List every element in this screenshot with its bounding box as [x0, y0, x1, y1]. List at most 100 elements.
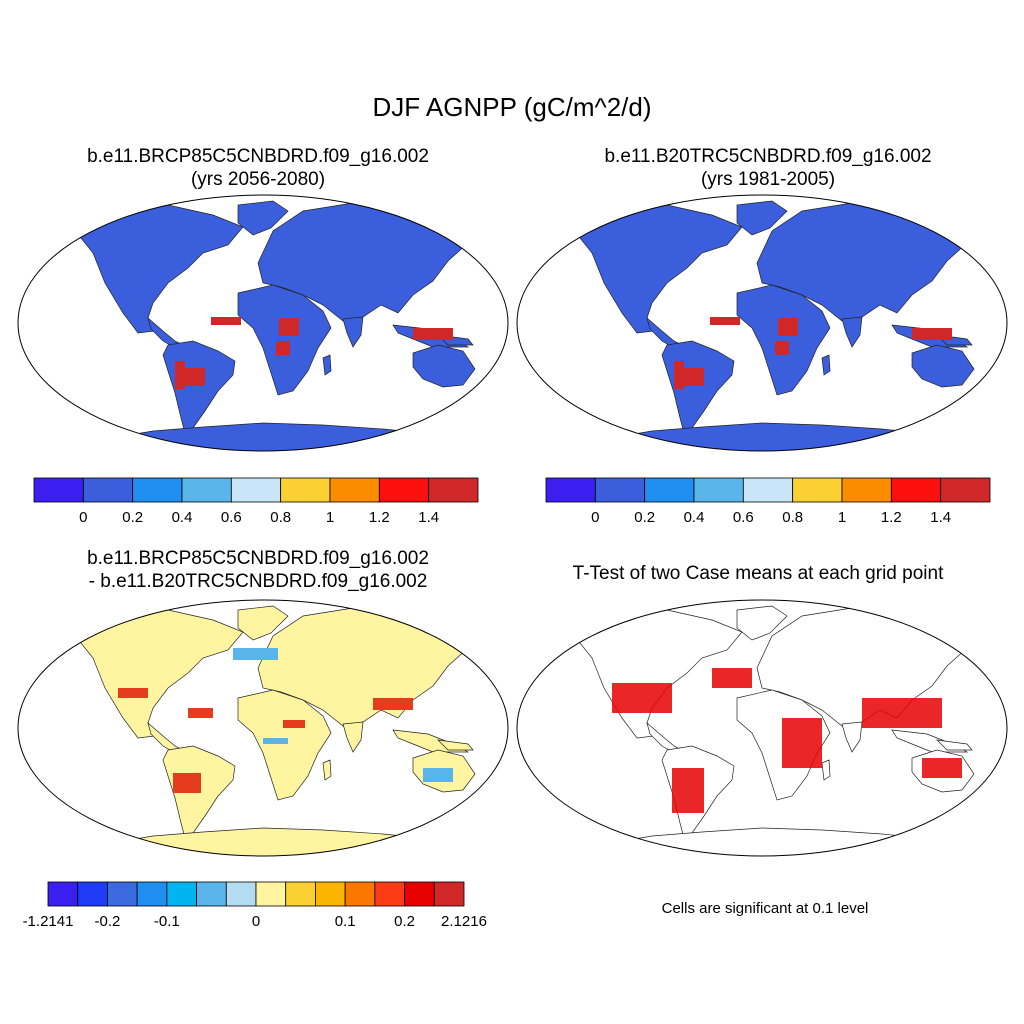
colorbar-tick-label: 1.2 — [369, 509, 390, 526]
panel-title-line1: T-Test of two Case means at each grid po… — [572, 563, 944, 584]
map-future — [72, 200, 496, 451]
field-patches — [612, 668, 962, 813]
colorbar-swatch — [181, 477, 232, 503]
colorbar-difference: -1.2141 -0.2 -0.1 0 0.1 0.2 2.1216 — [23, 881, 487, 930]
panel-title-bottom-right: T-Test of two Case means at each grid po… — [508, 562, 1008, 585]
significance-note: Cells are significant at 0.1 level — [661, 900, 869, 917]
field-patches — [674, 317, 952, 389]
colorbar-swatch — [329, 477, 380, 503]
increase-patch — [118, 688, 148, 698]
colorbar-swatch — [33, 477, 84, 503]
colorbar-swatch — [166, 881, 197, 907]
colorbar-tick-label: 0.4 — [684, 509, 705, 526]
colorbar-tick-label: 0.6 — [733, 509, 754, 526]
colorbar-swatch — [230, 477, 282, 503]
colorbar-swatch — [890, 477, 942, 503]
colorbar-swatch — [107, 881, 138, 907]
increase-patch — [188, 708, 213, 718]
panel-title-top-right: b.e11.B20TRC5CNBDRD.f09_g16.002 (yrs 198… — [528, 145, 1008, 191]
colorbar-swatch — [344, 881, 376, 907]
colorbar-swatch — [285, 881, 316, 907]
colorbar-tick-label: 0.6 — [221, 509, 242, 526]
significant-cells — [782, 718, 822, 768]
colorbar-swatch — [433, 881, 465, 907]
colorbar-swatch — [196, 881, 227, 907]
colorbar-swatch — [841, 477, 892, 503]
panel-title-line1: b.e11.BRCP85C5CNBDRD.f09_g16.002 — [87, 548, 429, 569]
colorbar-tick-label: 1 — [326, 509, 334, 526]
map-boundary — [17, 194, 509, 452]
colorbar-tick-label: -1.2141 — [23, 913, 74, 930]
panel-title-top-left: b.e11.BRCP85C5CNBDRD.f09_g16.002 (yrs 20… — [18, 145, 498, 191]
map-difference — [72, 605, 496, 856]
tropical-high-patch — [413, 328, 453, 340]
map-boundary — [516, 599, 1008, 857]
map-boundary — [516, 194, 1008, 452]
colorbar-swatch — [378, 477, 430, 503]
increase-patch — [373, 698, 413, 710]
colorbar-tick-label: 1.2 — [881, 509, 902, 526]
decrease-patch — [233, 648, 278, 660]
significant-cells — [922, 758, 962, 778]
colorbar-swatch — [594, 477, 646, 503]
colorbar-swatch — [47, 881, 79, 907]
tropical-high-patch — [674, 361, 684, 389]
field-patches — [118, 648, 453, 793]
colorbar-swatch — [644, 477, 695, 503]
tropical-high-patch — [710, 317, 740, 325]
colorbar-swatch — [136, 881, 168, 907]
colorbar-tick-label: -0.1 — [154, 913, 180, 930]
colorbar-tick-label: 0.8 — [270, 509, 291, 526]
colorbar-tick-label: 0 — [591, 509, 599, 526]
field-patches — [175, 317, 453, 389]
increase-patch — [173, 773, 201, 793]
colorbar-swatch — [82, 477, 134, 503]
map-boundary — [17, 599, 509, 857]
colorbar-swatch — [315, 881, 346, 907]
tropical-high-patch — [211, 317, 241, 325]
colorbar-tick-label: 1.4 — [930, 509, 951, 526]
panel-title-line2: (yrs 1981-2005) — [700, 169, 836, 190]
panel-title-bottom-left: b.e11.BRCP85C5CNBDRD.f09_g16.002 - b.e11… — [18, 547, 498, 593]
significant-cells — [612, 683, 672, 713]
colorbar-tick-label: 1 — [838, 509, 846, 526]
colorbar-tick-label: -0.2 — [94, 913, 120, 930]
colorbar-swatch — [428, 477, 479, 503]
colorbar-tick-label: 0.8 — [782, 509, 803, 526]
colorbar-future: 0 0.2 0.4 0.6 0.8 1 1.2 1.4 — [33, 477, 479, 526]
colorbar-swatch — [693, 477, 744, 503]
colorbar-tick-label: 0.2 — [122, 509, 143, 526]
colorbar-historical: 0 0.2 0.4 0.6 0.8 1 1.2 1.4 — [545, 477, 991, 526]
colorbar-swatch — [77, 881, 108, 907]
colorbar-tick-label: 0.2 — [394, 913, 415, 930]
colorbar-swatch — [225, 881, 257, 907]
colorbar-swatch — [940, 477, 991, 503]
colorbar-tick-label: 2.1216 — [441, 913, 487, 930]
tropical-high-patch — [181, 368, 205, 386]
colorbar-tick-label: 0.4 — [172, 509, 193, 526]
panel-title-line2: - b.e11.B20TRC5CNBDRD.f09_g16.002 — [88, 571, 428, 592]
tropical-high-patch — [912, 328, 952, 340]
colorbar-swatch — [255, 881, 287, 907]
colorbar-tick-label: 1.4 — [418, 509, 439, 526]
colorbar-tick-label: 0 — [252, 913, 260, 930]
significant-cells — [672, 768, 704, 813]
tropical-high-patch — [775, 341, 789, 355]
colorbar-swatch — [280, 477, 331, 503]
colorbar-swatch — [742, 477, 794, 503]
significant-cells — [712, 668, 752, 688]
decrease-patch — [423, 768, 453, 782]
colorbar-swatch — [132, 477, 183, 503]
significant-cells — [862, 698, 942, 728]
map-historical — [571, 200, 995, 451]
colorbar-tick-label: 0.2 — [634, 509, 655, 526]
colorbar-swatch — [374, 881, 405, 907]
tropical-high-patch — [276, 341, 290, 355]
tropical-high-patch — [778, 318, 798, 336]
colorbar-swatch — [792, 477, 843, 503]
decrease-patch — [263, 738, 288, 744]
tropical-high-patch — [680, 368, 704, 386]
panel-title-line1: b.e11.B20TRC5CNBDRD.f09_g16.002 — [604, 146, 932, 167]
